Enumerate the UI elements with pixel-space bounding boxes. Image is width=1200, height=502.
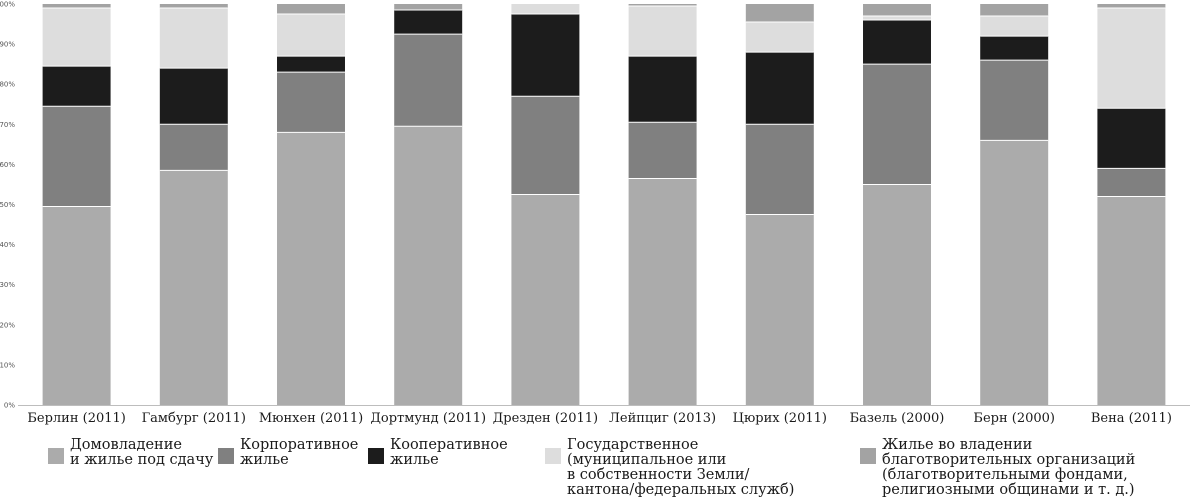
legend-label: Жилье во владении благотворительных орга… [882,437,1136,498]
bar-segment-s2-c4 [511,14,580,97]
y-tick-label: 30% [0,281,15,289]
y-tick-label: 70% [0,121,15,129]
bar-segment-s2-c6 [745,52,814,125]
y-tick-label: 100% [0,1,15,9]
bar-segment-s0-c7 [863,184,931,405]
legend-item: Корпоративное жилье [218,438,358,468]
x-tick-label: Дрезден (2011) [493,411,598,426]
legend-swatch [545,448,561,464]
chart-plot: 0% 10% 20% 30% 40% 50% 60% 70% 80% 90% 100% Берлин … [0,1,1190,426]
bar-segment-s2-c5 [628,56,697,123]
bar-segment-s3-c8 [980,16,1049,37]
legend-swatch [218,448,234,464]
bar-segment-s4-c6 [745,4,814,23]
y-tick-label: 40% [0,241,15,249]
y-tick-label: 10% [0,361,15,369]
y-tick-label: 50% [0,201,15,209]
bar-segment-s3-c1 [159,8,228,69]
bar-segment-s3-c2 [277,14,345,57]
bar-segment-s2-c3 [394,10,463,35]
bar-segment-s1-c8 [980,60,1049,141]
bar-segment-s2-c0 [42,66,111,107]
bar-segment-s0-c3 [394,126,463,405]
legend-item: Государственное (муниципальное или в соб… [545,438,794,498]
bar-segment-s1-c3 [394,34,463,127]
bar-segment-s4-c3 [394,4,463,11]
chart-legend: Домовладение и жилье под сдачу Корпоратив… [0,438,1200,502]
bar-segment-s4-c8 [980,4,1049,17]
bar-segment-s1-c9 [1097,168,1166,197]
x-tick-label: Цюрих (2011) [733,411,827,426]
bar-segment-s0-c4 [511,194,580,405]
bar-segment-s0-c8 [980,140,1049,405]
bar-segment-s4-c5 [628,4,697,6]
x-tick-label: Базель (2000) [850,411,945,426]
legend-item: Домовладение и жилье под сдачу [48,438,213,468]
bar-segment-s4-c2 [277,4,345,15]
x-tick-label: Мюнхен (2011) [259,411,363,426]
legend-swatch [860,448,876,464]
bar-segment-s0-c5 [628,178,697,405]
bar-segment-s4-c9 [1097,4,1166,9]
x-tick-label: Берлин (2011) [27,411,126,426]
legend-label: Государственное (муниципальное или в соб… [567,437,795,498]
bar-segment-s4-c1 [159,4,228,9]
bar-segment-s1-c7 [863,64,931,185]
bar-segment-s3-c9 [1097,8,1166,109]
bar-segment-s2-c2 [277,56,345,73]
bar-segment-s3-c0 [42,8,111,67]
bar-segment-s1-c0 [42,106,111,207]
legend-swatch [48,448,64,464]
bar-segment-s0-c1 [159,170,228,405]
x-tick-label: Берн (2000) [973,411,1055,426]
bar-segment-s1-c1 [159,124,228,171]
legend-item: Кооперативное жилье [368,438,508,468]
x-tick-label: Дортмунд (2011) [370,411,486,426]
y-tick-label: 90% [0,41,15,49]
bar-segment-s2-c8 [980,36,1049,61]
bar-segment-s0-c0 [42,206,111,405]
bar-segment-s0-c9 [1097,196,1166,405]
bar-segment-s2-c1 [159,68,228,125]
x-tick-label: Вена (2011) [1091,411,1172,426]
y-tick-label: 60% [0,161,15,169]
bar-segment-s3-c7 [863,16,931,21]
bar-segment-s3-c4 [511,4,580,15]
bar-segment-s4-c7 [863,4,931,17]
legend-label: Кооперативное жилье [390,437,508,468]
legend-item: Жилье во владении благотворительных орга… [860,438,1135,498]
y-tick-label: 20% [0,321,15,329]
y-tick-label: 0% [4,402,15,410]
bar-segment-s4-c0 [42,4,111,9]
bar-segment-s1-c2 [277,72,345,133]
bar-segment-s3-c5 [628,6,697,57]
legend-label: Корпоративное жилье [240,437,359,468]
x-tick-label: Гамбург (2011) [142,411,246,426]
legend-swatch [368,448,384,464]
bar-segment-s3-c6 [745,22,814,53]
y-tick-label: 80% [0,81,15,89]
bar-segment-s0-c2 [277,132,345,405]
bar-segment-s2-c9 [1097,108,1166,169]
x-tick-label: Лейпциг (2013) [609,411,716,426]
bar-segment-s1-c5 [628,122,697,179]
legend-label: Домовладение и жилье под сдачу [70,437,214,468]
bar-segment-s1-c4 [511,96,580,195]
bar-segment-s2-c7 [863,20,931,65]
bar-segment-s1-c6 [745,124,814,215]
bar-segment-s0-c6 [745,214,814,405]
